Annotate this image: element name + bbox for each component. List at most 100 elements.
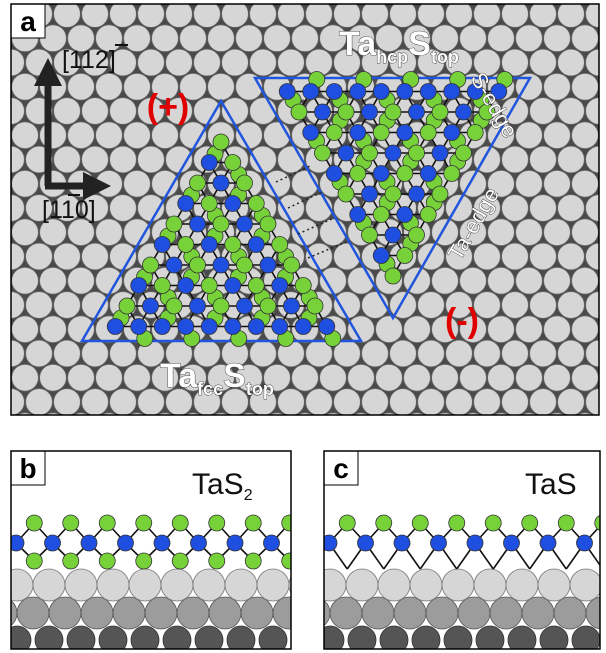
substrate-atom	[67, 315, 95, 344]
substrate-atom	[81, 97, 109, 125]
s-atom	[244, 552, 262, 570]
substrate-atom	[11, 266, 39, 295]
substrate-top-atom	[537, 568, 571, 602]
substrate-deep-atom	[162, 625, 192, 649]
s-atom	[153, 277, 171, 294]
substrate-atom	[81, 388, 109, 415]
s-atom	[62, 552, 80, 570]
substrate-atom	[319, 24, 347, 53]
s-atom	[25, 514, 43, 532]
substrate-atom	[487, 363, 515, 392]
ta-atom	[430, 534, 447, 552]
substrate-atom	[305, 242, 333, 271]
ta-atom	[384, 226, 402, 244]
ta-atom	[302, 124, 320, 141]
guide-line	[297, 217, 335, 235]
ta-atom	[384, 144, 402, 162]
substrate-deep-atom	[130, 625, 160, 649]
substrate-atom	[571, 266, 599, 295]
substrate-atom	[543, 218, 571, 247]
substrate-atom	[109, 4, 137, 28]
ta-atom	[212, 256, 230, 274]
substrate-mid-atom	[324, 600, 331, 626]
substrate-atom	[459, 363, 487, 392]
direction-horizontal-label: [110]	[42, 196, 96, 224]
substrate-atom	[263, 24, 291, 53]
substrate-atom	[375, 315, 403, 344]
substrate-atom	[39, 72, 67, 101]
ta-atom	[372, 83, 390, 100]
ta-atom	[224, 277, 242, 294]
ta-atom	[177, 277, 195, 294]
substrate-deep-atom	[571, 625, 600, 649]
substrate-atom	[600, 219, 606, 246]
substrate-atom	[263, 121, 291, 150]
island-left-atoms	[106, 133, 342, 347]
substrate-atom	[11, 97, 25, 125]
substrate-atom	[557, 291, 585, 319]
substrate-atom	[193, 388, 221, 415]
substrate-atom	[380, 412, 398, 415]
substrate-atom	[557, 48, 585, 77]
substrate-atom	[515, 218, 543, 247]
substrate-atom	[193, 4, 221, 28]
substrate-atom	[25, 48, 53, 77]
island-left-label: TafccStop	[160, 357, 274, 399]
ta-atom	[259, 256, 277, 274]
substrate-atom	[277, 194, 305, 222]
panel-c: c TaS	[323, 450, 601, 650]
s-atom	[165, 297, 183, 315]
ta-atom	[11, 534, 25, 552]
substrate-atom	[165, 388, 193, 415]
substrate-atom	[571, 218, 599, 247]
substrate-atom	[263, 363, 291, 392]
substrate-atom	[464, 412, 482, 415]
substrate-atom	[431, 315, 459, 344]
substrate-atom	[39, 315, 67, 344]
substrate-atom	[221, 388, 249, 415]
s-atom	[384, 185, 402, 203]
panel-b-side-view	[11, 514, 291, 649]
substrate-mid-atom	[521, 596, 555, 630]
substrate-atom	[137, 4, 165, 28]
substrate-mid-atom	[144, 596, 178, 630]
substrate-atom	[11, 48, 25, 77]
ta-atom	[337, 144, 355, 162]
substrate-atom	[53, 194, 81, 222]
substrate-atom	[0, 267, 10, 294]
substrate-atom	[249, 97, 277, 125]
substrate-atom	[501, 339, 529, 368]
guide-line	[275, 165, 311, 183]
substrate-atom	[179, 363, 207, 392]
island-right	[252, 71, 533, 321]
substrate-atom	[207, 363, 235, 392]
ta-atom	[396, 124, 414, 141]
substrate-atom	[95, 121, 123, 150]
ta-atom	[349, 83, 367, 100]
s-atom	[338, 514, 356, 532]
s-atom	[372, 206, 390, 223]
s-atom	[208, 514, 226, 532]
substrate-atom	[67, 218, 95, 247]
substrate-atom	[25, 388, 53, 415]
substrate-atom	[109, 97, 137, 125]
ta-atom	[224, 318, 242, 335]
substrate-atom	[95, 72, 123, 101]
substrate-mid-atom	[457, 596, 491, 630]
substrate-atom	[53, 97, 81, 125]
substrate-atom	[361, 48, 389, 77]
substrate-atom	[557, 145, 585, 174]
substrate-atom	[501, 4, 529, 28]
substrate-top-atom	[256, 568, 290, 602]
substrate-atom	[0, 413, 10, 440]
substrate-atom	[11, 291, 25, 319]
substrate-top-atom	[224, 568, 258, 602]
substrate-mid-atom	[240, 596, 274, 630]
substrate-atom	[277, 4, 305, 28]
panel-a-border	[10, 3, 600, 416]
ta-atom	[490, 83, 508, 100]
substrate-atom	[53, 291, 81, 319]
s-atom	[375, 514, 393, 532]
substrate-atom	[235, 363, 263, 392]
substrate-atom	[221, 4, 249, 28]
